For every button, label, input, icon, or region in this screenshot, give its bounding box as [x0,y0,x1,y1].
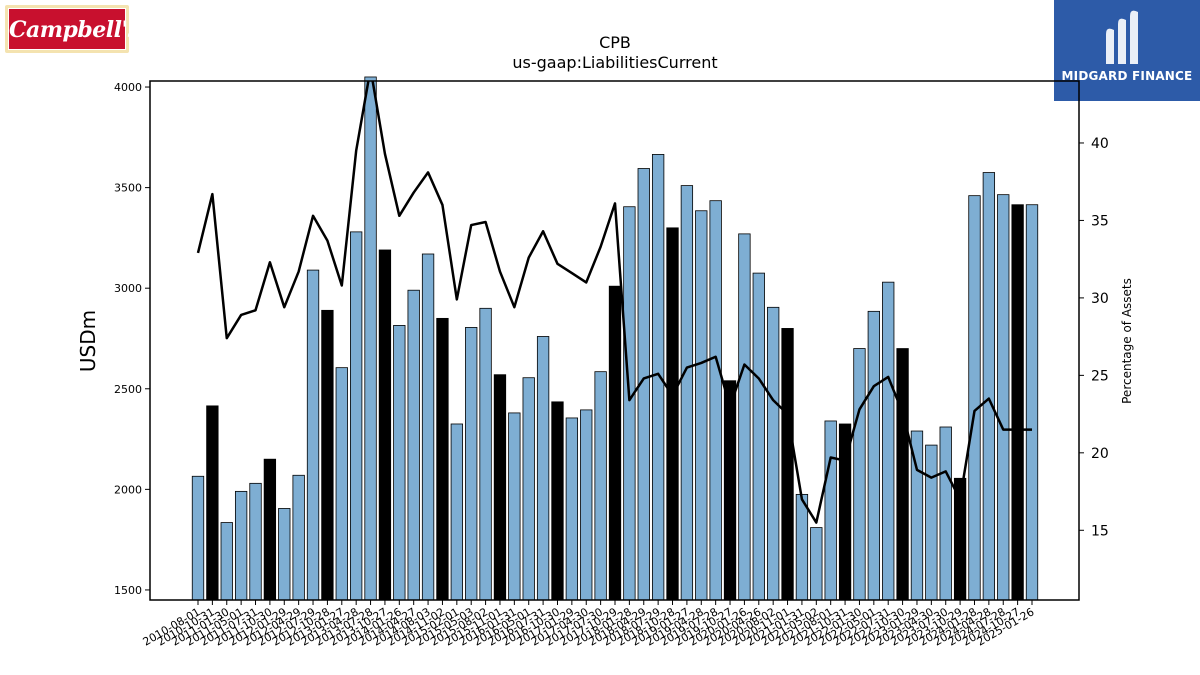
bar-2023-04-30 [925,444,938,601]
bar-2013-07-28 [364,76,377,601]
chart-title: CPB [599,33,631,52]
y-tick-label-4000: 4000 [114,81,142,94]
bar-2022-07-31 [882,281,895,601]
bar-2011-07-31 [249,482,262,601]
bar-2019-07-28 [709,200,722,601]
bar-2015-11-01 [493,374,507,601]
bar-2018-01-28 [623,206,636,601]
bar-2024-04-28 [982,172,996,601]
bar-2018-10-28 [666,227,679,601]
bar-2016-05-01 [522,377,535,601]
bar-2017-07-30 [594,371,607,601]
bar-2023-07-30 [939,426,952,601]
bar-2014-01-26 [393,325,406,601]
line-series [196,81,1032,524]
y-tick-label-3000: 3000 [114,282,142,295]
y-tick-label-3500: 3500 [114,182,142,195]
bar-2011-05-01 [234,490,248,601]
y2-axis-ticks: 15 20 25 30 35 40 [1079,136,1109,539]
bar-2022-10-30 [896,348,909,601]
bar-2014-04-27 [407,289,420,601]
campbells-logo-badge: Campbell's [8,8,140,50]
bar-2017-10-29 [608,285,622,601]
bar-2024-10-27 [1011,204,1024,601]
bar-2012-10-28 [321,309,334,601]
campbells-logo: Campbell's [5,5,140,53]
percentage-of-assets-line [196,81,1032,524]
bar-2019-04-28 [695,210,708,601]
bar-series [191,76,1039,601]
bar-2011-01-30 [220,522,233,601]
midgard-logo-text: MIDGARD FINANCE [1061,69,1193,83]
y-tick-label-1500: 1500 [114,584,142,597]
bar-2012-04-29 [292,474,305,601]
y-tick-label-2500: 2500 [114,383,142,396]
bar-2021-08-01 [824,420,837,601]
bar-2015-08-02 [479,307,492,601]
y2-axis-label: Percentage of Assets [1120,278,1134,404]
bar-2015-02-01 [450,423,463,601]
bar-2024-01-28 [968,195,981,601]
y2-tick-label-40: 40 [1091,136,1109,152]
bar-2012-07-29 [306,269,320,601]
bar-2022-05-01 [867,310,880,601]
bar-2015-05-03 [465,327,478,601]
y2-tick-label-35: 35 [1091,213,1109,229]
bar-2013-01-27 [335,367,348,601]
bar-2016-07-31 [536,336,550,601]
bar-2020-04-26 [752,272,765,601]
bar-2020-11-01 [781,328,794,601]
y-axis-label: USDm [76,310,100,372]
bar-2021-05-02 [810,527,823,601]
bar-2010-08-01 [191,475,205,601]
bar-2011-10-30 [263,458,277,601]
y2-tick-label-25: 25 [1091,368,1109,384]
bar-2017-01-29 [565,417,579,601]
bar-2013-04-28 [350,231,363,601]
midgard-emblem-icon [1106,10,1138,65]
bar-2014-08-03 [421,253,435,601]
x-axis-ticks: 2010-08-012010-10-312011-01-302011-05-01… [141,600,1037,649]
chart-subtitle: us-gaap:LiabilitiesCurrent [512,53,717,72]
y2-tick-label-20: 20 [1091,446,1109,462]
y-axis-ticks: 1500 2000 2500 3000 3500 4000 [114,81,150,597]
bar-2019-01-27 [680,185,694,601]
y-tick-label-2000: 2000 [114,483,142,496]
bar-2025-01-26 [1025,204,1039,601]
bar-2016-10-30 [551,401,564,601]
y2-tick-label-15: 15 [1091,523,1109,539]
bar-2021-01-31 [795,493,809,601]
campbells-logo-text: Campbell's [9,17,140,43]
bar-2019-10-27 [723,380,737,601]
bar-2013-10-27 [378,249,392,601]
bar-2020-08-02 [767,306,780,601]
bar-2017-04-30 [580,409,593,601]
y2-tick-label-30: 30 [1091,291,1109,307]
bar-2014-11-02 [436,317,449,601]
bar-2012-01-29 [278,508,291,601]
bar-2024-07-28 [997,194,1010,601]
bar-2022-01-30 [853,348,866,601]
bar-2018-07-29 [651,154,665,601]
bar-2016-01-31 [508,412,521,601]
bar-2010-10-31 [206,405,219,601]
bar-2020-01-26 [738,233,751,601]
